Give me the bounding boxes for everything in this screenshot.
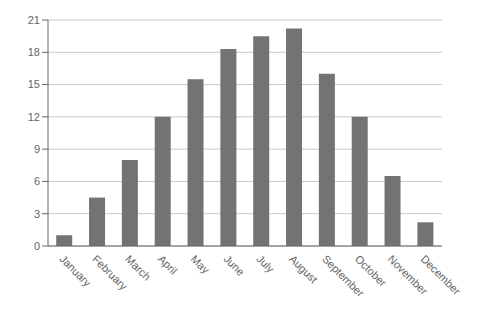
svg-text:15: 15 [28,78,40,90]
svg-text:April: April [156,253,180,277]
svg-text:21: 21 [28,14,40,26]
svg-text:December: December [419,253,464,298]
svg-text:October: October [353,253,389,289]
svg-text:12: 12 [28,111,40,123]
svg-text:September: September [320,252,367,300]
svg-text:August: August [287,253,320,286]
svg-text:9: 9 [34,143,40,155]
svg-text:June: June [222,253,247,278]
svg-text:0: 0 [34,240,40,252]
svg-text:March: March [123,253,153,283]
svg-text:July: July [254,253,277,276]
svg-text:May: May [189,253,213,277]
svg-text:6: 6 [34,175,40,187]
svg-text:18: 18 [28,46,40,58]
svg-text:February: February [90,252,130,293]
svg-text:3: 3 [34,208,40,220]
svg-text:January: January [57,253,94,290]
svg-text:November: November [385,252,430,297]
